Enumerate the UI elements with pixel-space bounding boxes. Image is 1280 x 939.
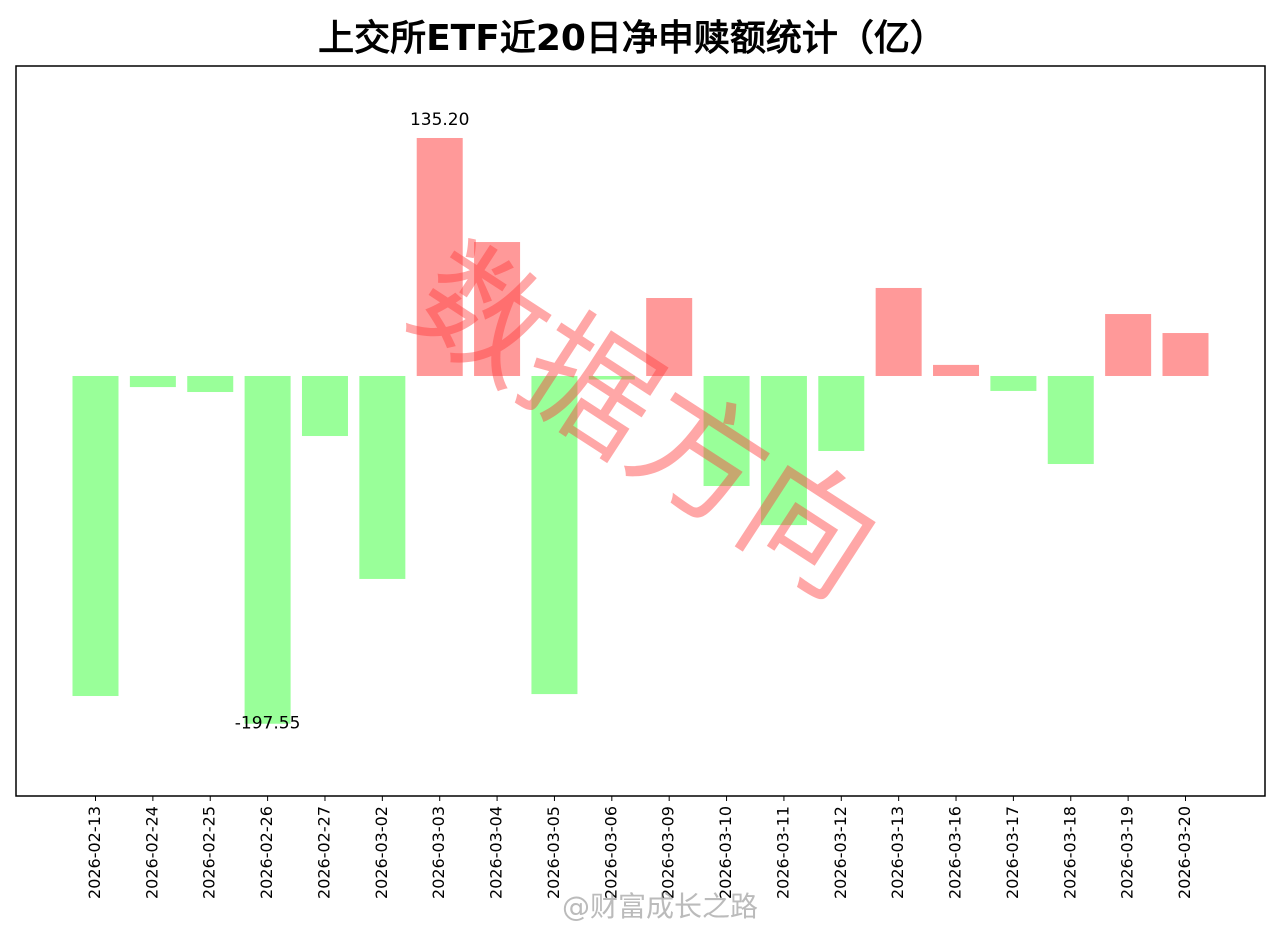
bar xyxy=(1105,314,1152,376)
bar xyxy=(588,375,635,380)
value-label: 135.20 xyxy=(410,110,469,130)
bar xyxy=(818,375,865,451)
x-tick-label: 2026-02-26 xyxy=(257,806,276,899)
bar xyxy=(933,364,980,376)
x-tick-label: 2026-02-25 xyxy=(200,806,219,899)
bar xyxy=(703,375,750,487)
plot-frame xyxy=(15,65,1266,797)
bar xyxy=(359,375,406,579)
x-tick-label: 2026-03-12 xyxy=(831,806,850,899)
bar xyxy=(760,375,807,526)
bar xyxy=(531,375,578,695)
x-tick-label: 2026-03-10 xyxy=(716,806,735,899)
x-tick-label: 2026-03-11 xyxy=(773,806,792,899)
x-tick-label: 2026-02-24 xyxy=(142,806,161,899)
bar xyxy=(1162,333,1209,376)
bar xyxy=(244,375,291,724)
chart-title: 上交所ETF近20日净申赎额统计（亿） xyxy=(318,17,946,59)
bar xyxy=(474,242,521,376)
bar xyxy=(990,375,1037,391)
x-tick-label: 2026-03-17 xyxy=(1003,806,1022,899)
bar xyxy=(1047,375,1094,465)
value-label: -197.55 xyxy=(235,714,301,734)
x-tick-label: 2026-02-27 xyxy=(314,806,333,899)
credit: @财富成长之路 xyxy=(562,890,758,923)
x-tick-label: 2026-03-13 xyxy=(888,806,907,899)
bar xyxy=(416,137,463,376)
x-tick-label: 2026-03-03 xyxy=(429,806,448,899)
x-tick-label: 2026-03-09 xyxy=(659,806,678,899)
bar xyxy=(646,298,693,376)
bar xyxy=(72,375,119,697)
x-tick-label: 2026-03-05 xyxy=(544,806,563,899)
x-tick-label: 2026-03-19 xyxy=(1118,806,1137,899)
bar xyxy=(875,287,922,376)
x-tick-label: 2026-03-18 xyxy=(1060,806,1079,899)
bar xyxy=(129,375,176,388)
x-tick-label: 2026-02-13 xyxy=(85,806,104,899)
x-tick-label: 2026-03-16 xyxy=(946,806,965,899)
x-tick-label: 2026-03-02 xyxy=(372,806,391,899)
x-tick-label: 2026-03-04 xyxy=(487,806,506,899)
bar xyxy=(301,375,348,437)
x-tick-label: 2026-03-06 xyxy=(601,806,620,899)
bar xyxy=(187,375,234,393)
x-tick-label: 2026-03-20 xyxy=(1175,806,1194,899)
